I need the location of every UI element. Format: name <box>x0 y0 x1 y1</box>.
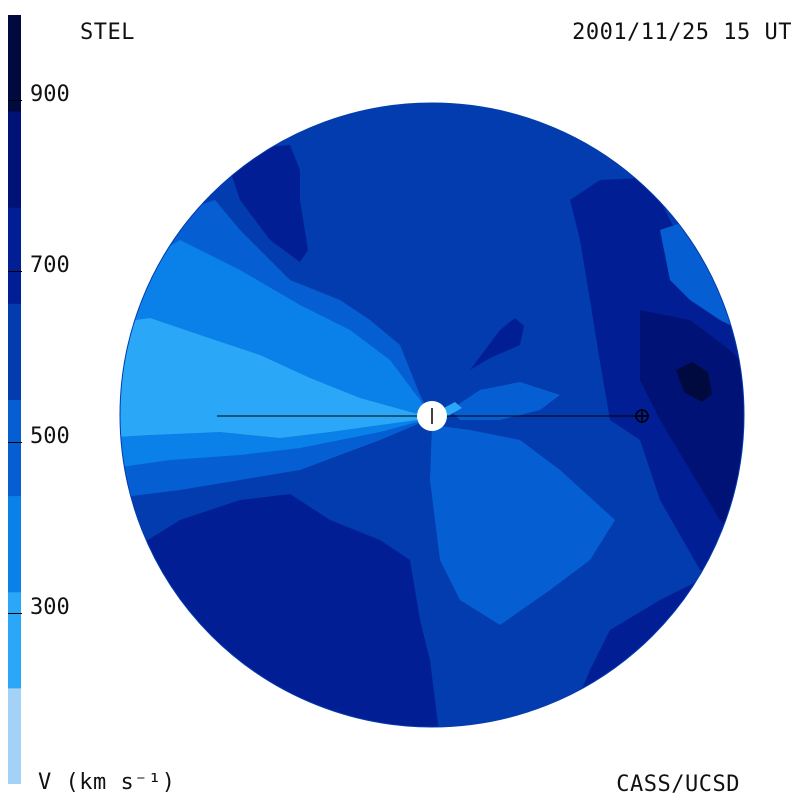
sun-marker <box>417 401 447 431</box>
